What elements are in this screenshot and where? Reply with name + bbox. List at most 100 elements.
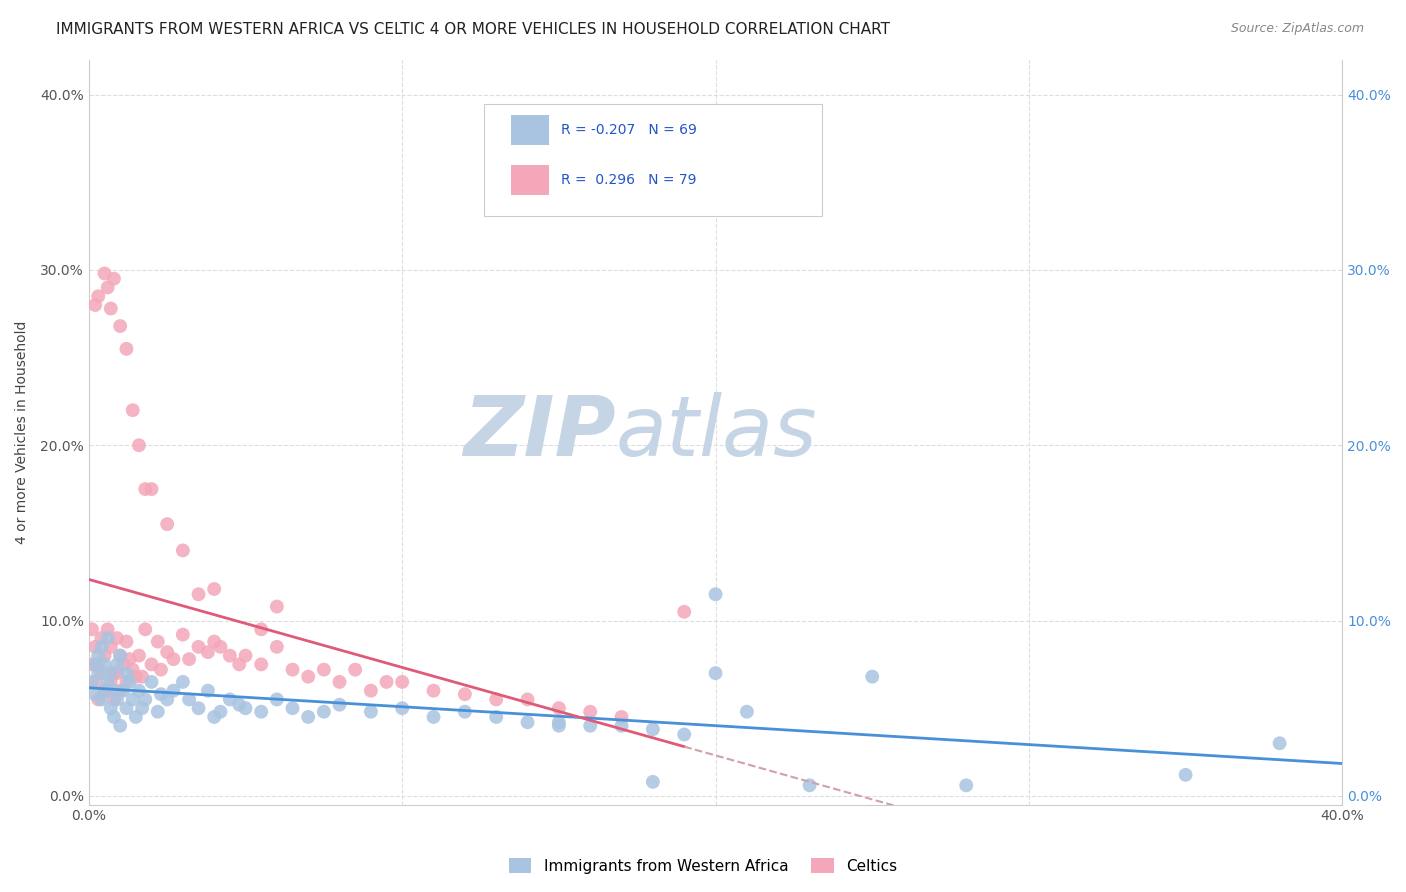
Point	[172, 674, 194, 689]
Point	[860, 670, 883, 684]
Point	[115, 634, 138, 648]
Point	[93, 683, 115, 698]
Point	[90, 640, 112, 654]
Point	[149, 663, 172, 677]
Point	[610, 719, 633, 733]
Point	[118, 674, 141, 689]
Point	[1174, 768, 1197, 782]
Point	[97, 623, 120, 637]
Point	[100, 674, 122, 689]
Text: R =  0.296   N = 79: R = 0.296 N = 79	[561, 173, 697, 187]
Point	[641, 774, 664, 789]
Point	[115, 701, 138, 715]
Point	[704, 666, 727, 681]
Point	[179, 652, 201, 666]
Point	[131, 701, 153, 715]
Point	[422, 710, 444, 724]
Point	[141, 482, 163, 496]
Point	[328, 674, 350, 689]
Text: R = -0.207   N = 69: R = -0.207 N = 69	[561, 123, 697, 137]
Point	[516, 715, 538, 730]
Point	[108, 719, 131, 733]
Point	[391, 701, 413, 715]
Bar	[512, 115, 548, 145]
Point	[228, 657, 250, 672]
Text: Source: ZipAtlas.com: Source: ZipAtlas.com	[1230, 22, 1364, 36]
Point	[134, 692, 156, 706]
Point	[108, 319, 131, 334]
Point	[485, 692, 508, 706]
Point	[100, 640, 122, 654]
Point	[134, 482, 156, 496]
Point	[84, 298, 107, 312]
Point	[799, 778, 821, 792]
Point	[97, 280, 120, 294]
Point	[202, 710, 225, 724]
Point	[1268, 736, 1291, 750]
Point	[547, 701, 569, 715]
Point	[579, 705, 602, 719]
Point	[202, 582, 225, 596]
Point	[297, 670, 319, 684]
Point	[328, 698, 350, 712]
Point	[360, 683, 382, 698]
Point	[80, 623, 103, 637]
Point	[454, 705, 477, 719]
Point	[97, 631, 120, 645]
Point	[360, 705, 382, 719]
Point	[97, 674, 120, 689]
Point	[105, 631, 128, 645]
Point	[266, 640, 288, 654]
Point	[146, 634, 169, 648]
FancyBboxPatch shape	[484, 104, 823, 216]
Point	[250, 623, 273, 637]
Point	[80, 674, 103, 689]
Point	[105, 657, 128, 672]
Point	[228, 698, 250, 712]
Point	[187, 587, 209, 601]
Point	[266, 692, 288, 706]
Point	[172, 627, 194, 641]
Legend: Immigrants from Western Africa, Celtics: Immigrants from Western Africa, Celtics	[502, 852, 904, 880]
Point	[209, 640, 232, 654]
Point	[103, 683, 125, 698]
Point	[673, 727, 696, 741]
Point	[112, 683, 135, 698]
Point	[641, 723, 664, 737]
Point	[115, 674, 138, 689]
Point	[84, 687, 107, 701]
Point	[197, 683, 219, 698]
Point	[187, 640, 209, 654]
Point	[735, 705, 758, 719]
Y-axis label: 4 or more Vehicles in Household: 4 or more Vehicles in Household	[15, 320, 30, 544]
Point	[141, 657, 163, 672]
Point	[344, 663, 367, 677]
Point	[108, 648, 131, 663]
Point	[118, 652, 141, 666]
Point	[90, 631, 112, 645]
Point	[134, 623, 156, 637]
Point	[115, 342, 138, 356]
Point	[128, 683, 150, 698]
Point	[250, 657, 273, 672]
Point	[547, 719, 569, 733]
Point	[121, 692, 143, 706]
Point	[125, 670, 148, 684]
Point	[100, 666, 122, 681]
Bar	[512, 165, 548, 195]
Point	[108, 648, 131, 663]
Point	[250, 705, 273, 719]
Point	[125, 710, 148, 724]
Point	[84, 657, 107, 672]
Point	[103, 666, 125, 681]
Point	[281, 663, 304, 677]
Text: IMMIGRANTS FROM WESTERN AFRICA VS CELTIC 4 OR MORE VEHICLES IN HOUSEHOLD CORRELA: IMMIGRANTS FROM WESTERN AFRICA VS CELTIC…	[56, 22, 890, 37]
Point	[235, 701, 257, 715]
Point	[312, 705, 335, 719]
Point	[422, 683, 444, 698]
Point	[162, 683, 184, 698]
Point	[121, 403, 143, 417]
Point	[103, 271, 125, 285]
Point	[105, 666, 128, 681]
Point	[87, 666, 110, 681]
